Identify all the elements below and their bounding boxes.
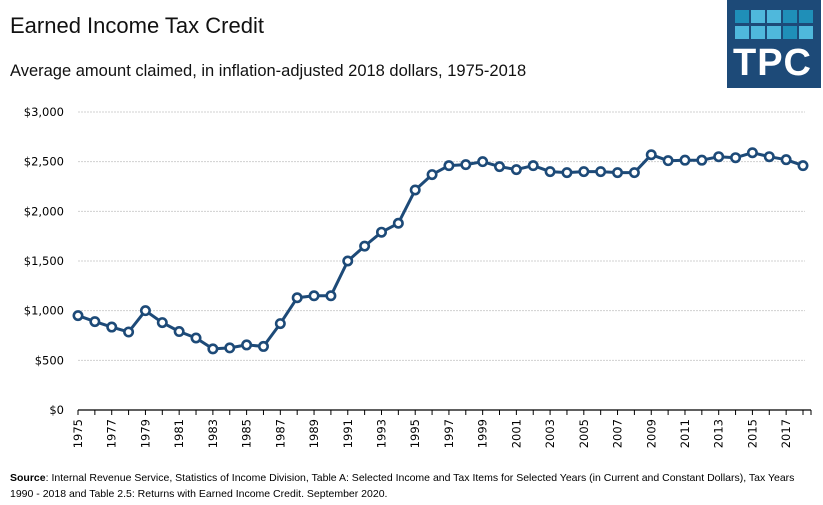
x-tick-label: 1981 <box>172 419 186 448</box>
source-note: Source: Internal Revenue Service, Statis… <box>10 470 820 502</box>
data-point <box>763 151 775 163</box>
y-tick-label: $2,000 <box>24 204 64 218</box>
y-tick-label: $3,000 <box>24 105 64 119</box>
data-point <box>780 154 792 166</box>
tpc-logo: TPC <box>727 0 821 88</box>
data-point <box>628 167 640 179</box>
data-point <box>713 151 725 163</box>
logo-square <box>735 10 749 23</box>
logo-square <box>799 26 813 39</box>
x-tick-label: 2015 <box>745 419 759 448</box>
x-tick-label: 2005 <box>577 419 591 448</box>
logo-square <box>751 26 765 39</box>
data-point <box>123 326 135 338</box>
x-tick-label: 2003 <box>543 419 557 448</box>
data-point <box>106 321 118 333</box>
gridlines <box>78 111 805 361</box>
logo-square <box>767 10 781 23</box>
data-point <box>291 292 303 304</box>
data-point <box>342 255 354 267</box>
chart-title: Earned Income Tax Credit <box>10 13 264 38</box>
data-point <box>308 290 320 302</box>
x-tick-label: 1997 <box>442 419 456 448</box>
data-point <box>595 166 607 178</box>
data-point <box>224 342 236 354</box>
x-tick-label: 1979 <box>138 419 152 448</box>
data-point <box>679 154 691 166</box>
data-point <box>409 184 421 196</box>
x-tick-label: 1995 <box>408 419 422 448</box>
logo-square <box>767 26 781 39</box>
logo-square <box>783 10 797 23</box>
y-tick-label: $2,500 <box>24 155 64 169</box>
x-tick-label: 2017 <box>779 419 793 448</box>
x-tick-label: 2009 <box>644 419 658 448</box>
data-point <box>746 147 758 159</box>
x-tick-label: 2001 <box>509 419 523 448</box>
x-tick-label: 1999 <box>476 419 490 448</box>
data-point <box>72 310 84 322</box>
x-tick-label: 1975 <box>71 419 85 448</box>
data-point <box>510 164 522 176</box>
data-point <box>173 326 185 338</box>
data-point <box>696 154 708 166</box>
data-point <box>207 343 219 355</box>
logo-text: TPC <box>733 42 812 84</box>
x-axis: 1975 1977 1979 1981 1983 1985 1987 1989 1991 1993… <box>71 409 812 448</box>
data-point <box>241 339 253 351</box>
line-chart: $0 $500 $1,000 $1,500 $2,000 $2,500 $3,000 197… <box>24 105 812 448</box>
y-tick-label: $0 <box>49 403 64 417</box>
data-point <box>527 160 539 172</box>
data-point <box>139 305 151 317</box>
logo-square <box>783 26 797 39</box>
data-point <box>460 159 472 171</box>
y-axis-ticks: $0 $500 $1,000 $1,500 $2,000 $2,500 $3,000 <box>24 105 64 417</box>
x-tick-label: 2013 <box>712 419 726 448</box>
data-point <box>797 160 809 172</box>
data-point <box>274 318 286 330</box>
data-point <box>257 340 269 352</box>
source-label: Source <box>10 472 46 484</box>
data-point <box>89 316 101 328</box>
data-point <box>662 155 674 167</box>
data-point <box>544 166 556 178</box>
x-tick-label: 1983 <box>206 419 220 448</box>
y-tick-label: $1,000 <box>24 304 64 318</box>
x-tick-label: 1977 <box>105 419 119 448</box>
data-point <box>359 240 371 252</box>
series-line-path <box>77 151 804 351</box>
data-point <box>494 161 506 173</box>
x-tick-label: 2007 <box>611 419 625 448</box>
x-tick-label: 1991 <box>341 419 355 448</box>
x-tick-label: 1989 <box>307 419 321 448</box>
series-line <box>72 147 809 355</box>
x-tick-label: 1987 <box>273 419 287 448</box>
y-tick-label: $1,500 <box>24 254 64 268</box>
data-point <box>325 290 337 302</box>
logo-square <box>751 10 765 23</box>
data-point <box>375 226 387 238</box>
x-tick-label: 2011 <box>678 419 692 448</box>
data-point <box>426 169 438 181</box>
data-point <box>156 317 168 329</box>
data-point <box>443 160 455 172</box>
x-tick-label: 1993 <box>374 419 388 448</box>
data-point <box>477 156 489 168</box>
data-point <box>190 332 202 344</box>
data-point <box>578 166 590 178</box>
logo-square <box>799 10 813 23</box>
logo-square <box>735 26 749 39</box>
data-point <box>561 167 573 179</box>
x-tick-label: 1985 <box>240 419 254 448</box>
chart-subtitle: Average amount claimed, in inflation-adj… <box>10 62 527 80</box>
source-text: : Internal Revenue Service, Statistics o… <box>10 472 795 500</box>
data-point <box>612 167 624 179</box>
y-tick-label: $500 <box>35 353 64 367</box>
data-point <box>392 217 404 229</box>
data-point <box>730 152 742 164</box>
data-point <box>645 149 657 161</box>
